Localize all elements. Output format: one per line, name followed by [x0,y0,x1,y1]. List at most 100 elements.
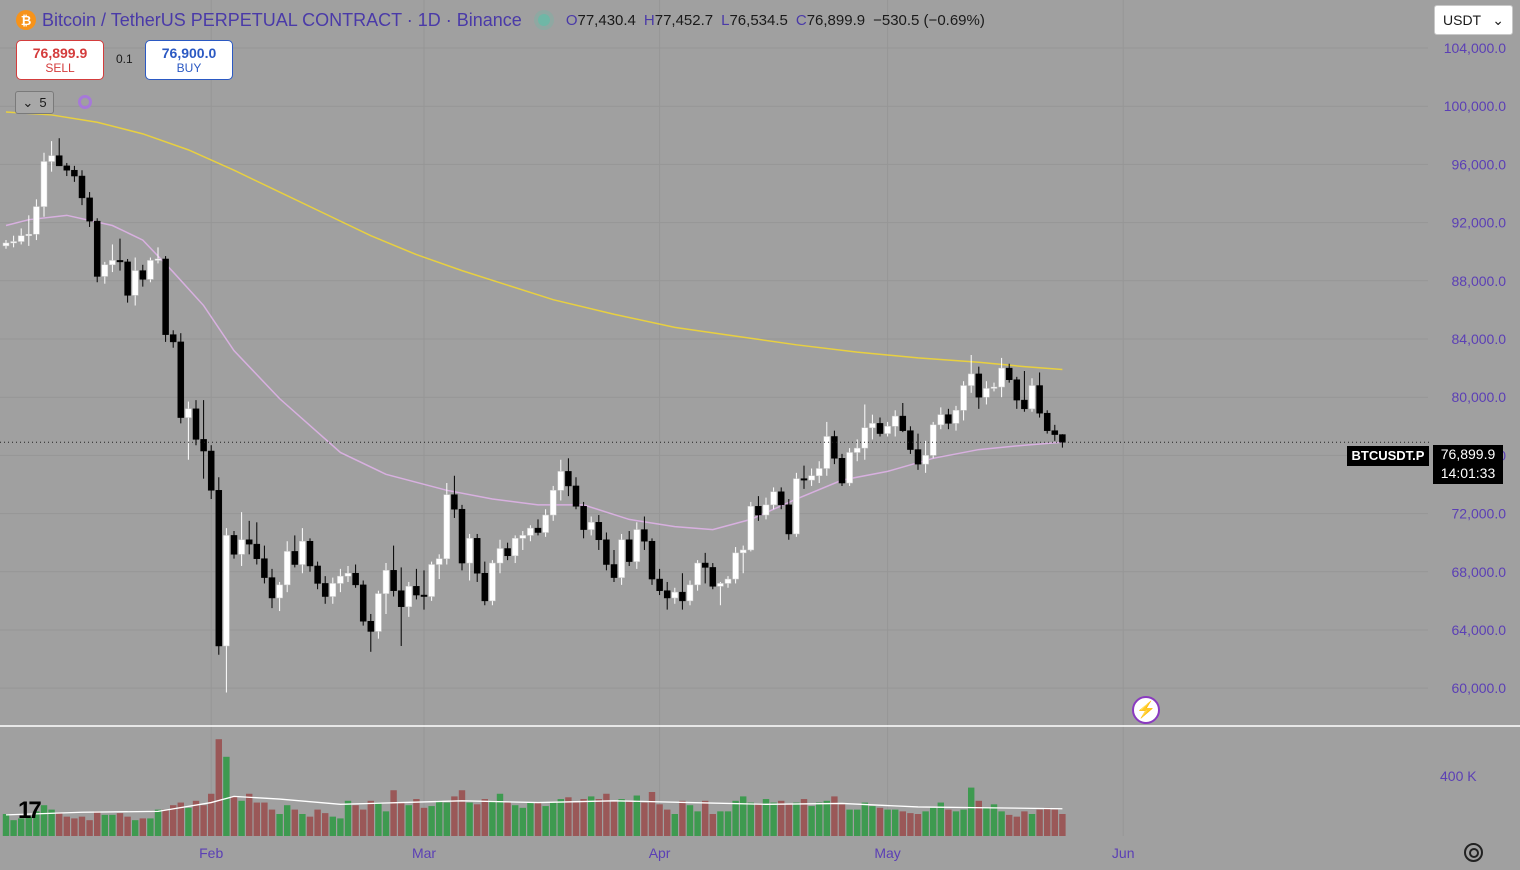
volume-bar [694,811,701,836]
candle-body [724,578,732,584]
candle-body [245,539,253,545]
volume-bar [10,820,17,836]
candle-body [663,590,671,599]
volume-bar [648,792,656,836]
candle-body [610,564,618,578]
candle-body [10,241,17,244]
lightning-icon[interactable]: ⚡ [1132,696,1160,724]
candle-body [261,558,268,578]
volume-bar [747,802,754,836]
candle-body [63,165,71,171]
candle-body [147,260,154,280]
candle-body [299,540,306,565]
y-tick-label: 68,000.0 [1452,564,1507,580]
gear-icon[interactable] [1464,843,1483,862]
high-label: H [643,11,655,29]
candle-body [109,260,116,266]
volume-bar [496,793,504,836]
volume-bar [360,809,367,836]
volume-bar [671,814,678,836]
volume-bar [344,800,352,836]
candle-body [587,522,595,530]
currency-select[interactable]: USDT ⌄ [1434,5,1513,35]
volume-bar [626,800,633,836]
tradingview-logo[interactable]: 17 [18,797,42,824]
candle-body [359,584,367,622]
volume-bar [1059,814,1066,836]
volume-bar [33,811,40,836]
candle-body [443,494,451,559]
candle-body [701,562,709,568]
volume-axis-label: 400 K [1440,768,1477,784]
candle-body [375,593,382,632]
candle-body [891,415,899,427]
indicator-settings-icon[interactable] [78,95,92,109]
volume-bar [261,802,268,836]
volume-bar [116,813,124,836]
volume-bar [147,818,154,836]
volume-bar [755,804,762,836]
volume-bar [18,818,25,836]
volume-bar [618,799,625,836]
ma-slow-line [5,111,1063,371]
candle-body [131,270,139,296]
candle-body [952,410,960,424]
volume-bar [398,802,405,836]
candle-body [17,235,25,242]
volume-bar [572,802,580,836]
candle-body [230,535,238,555]
candle-body [519,535,527,539]
candle-body [283,551,291,586]
candle-body [33,206,40,235]
volume-bar [580,799,587,836]
indicators-toggle-button[interactable]: ⌄ 5 [15,91,54,114]
volume-bar [63,816,70,836]
candle-body [390,570,397,591]
sell-button[interactable]: 76,899.9 SELL [16,40,104,80]
low-label: L [721,11,730,29]
volume-bar [831,796,838,836]
candle-body [922,455,929,465]
candle-body [291,551,299,565]
candle-body [739,549,747,554]
volume-bar [436,800,443,836]
y-tick-label: 100,000.0 [1444,98,1506,114]
candle-body [990,386,998,389]
volume-bar [94,811,101,836]
volume-bar [1051,809,1058,836]
volume-bar [162,809,169,836]
volume-ma-line [5,795,1063,816]
candle-body [747,506,755,551]
candle-body [306,540,314,567]
volume-bar [238,800,245,836]
x-tick-label: Feb [199,845,223,861]
last-price-tag: 76,899.9 14:01:33 [1433,445,1503,484]
candle-body [1059,434,1066,443]
volume-bar [314,809,321,836]
candle-body [352,572,359,586]
candle-body [162,258,169,335]
open-label: O [565,11,578,29]
volume-bar [709,814,716,836]
candle-body [337,575,344,584]
candle-body [154,258,162,261]
buy-price: 76,900.0 [161,45,217,61]
volume-bar [884,809,891,836]
symbol-title[interactable]: Bitcoin / TetherUS PERPETUAL CONTRACT · … [42,9,522,30]
volume-bar [284,805,291,836]
candle-body [55,155,63,167]
volume-bar [778,800,785,836]
buy-button[interactable]: 76,900.0 BUY [145,40,233,80]
volume-bar [975,800,982,836]
candle-body [86,197,93,222]
volume-bar [451,796,458,836]
candle-body [344,572,352,577]
volume-bar [610,800,618,836]
candle-body [435,558,443,565]
volume-bar [420,807,428,836]
candle-body [641,529,648,542]
volume-bar [869,806,876,836]
market-status-icon[interactable] [537,14,550,26]
x-tick-label: Apr [649,845,671,861]
